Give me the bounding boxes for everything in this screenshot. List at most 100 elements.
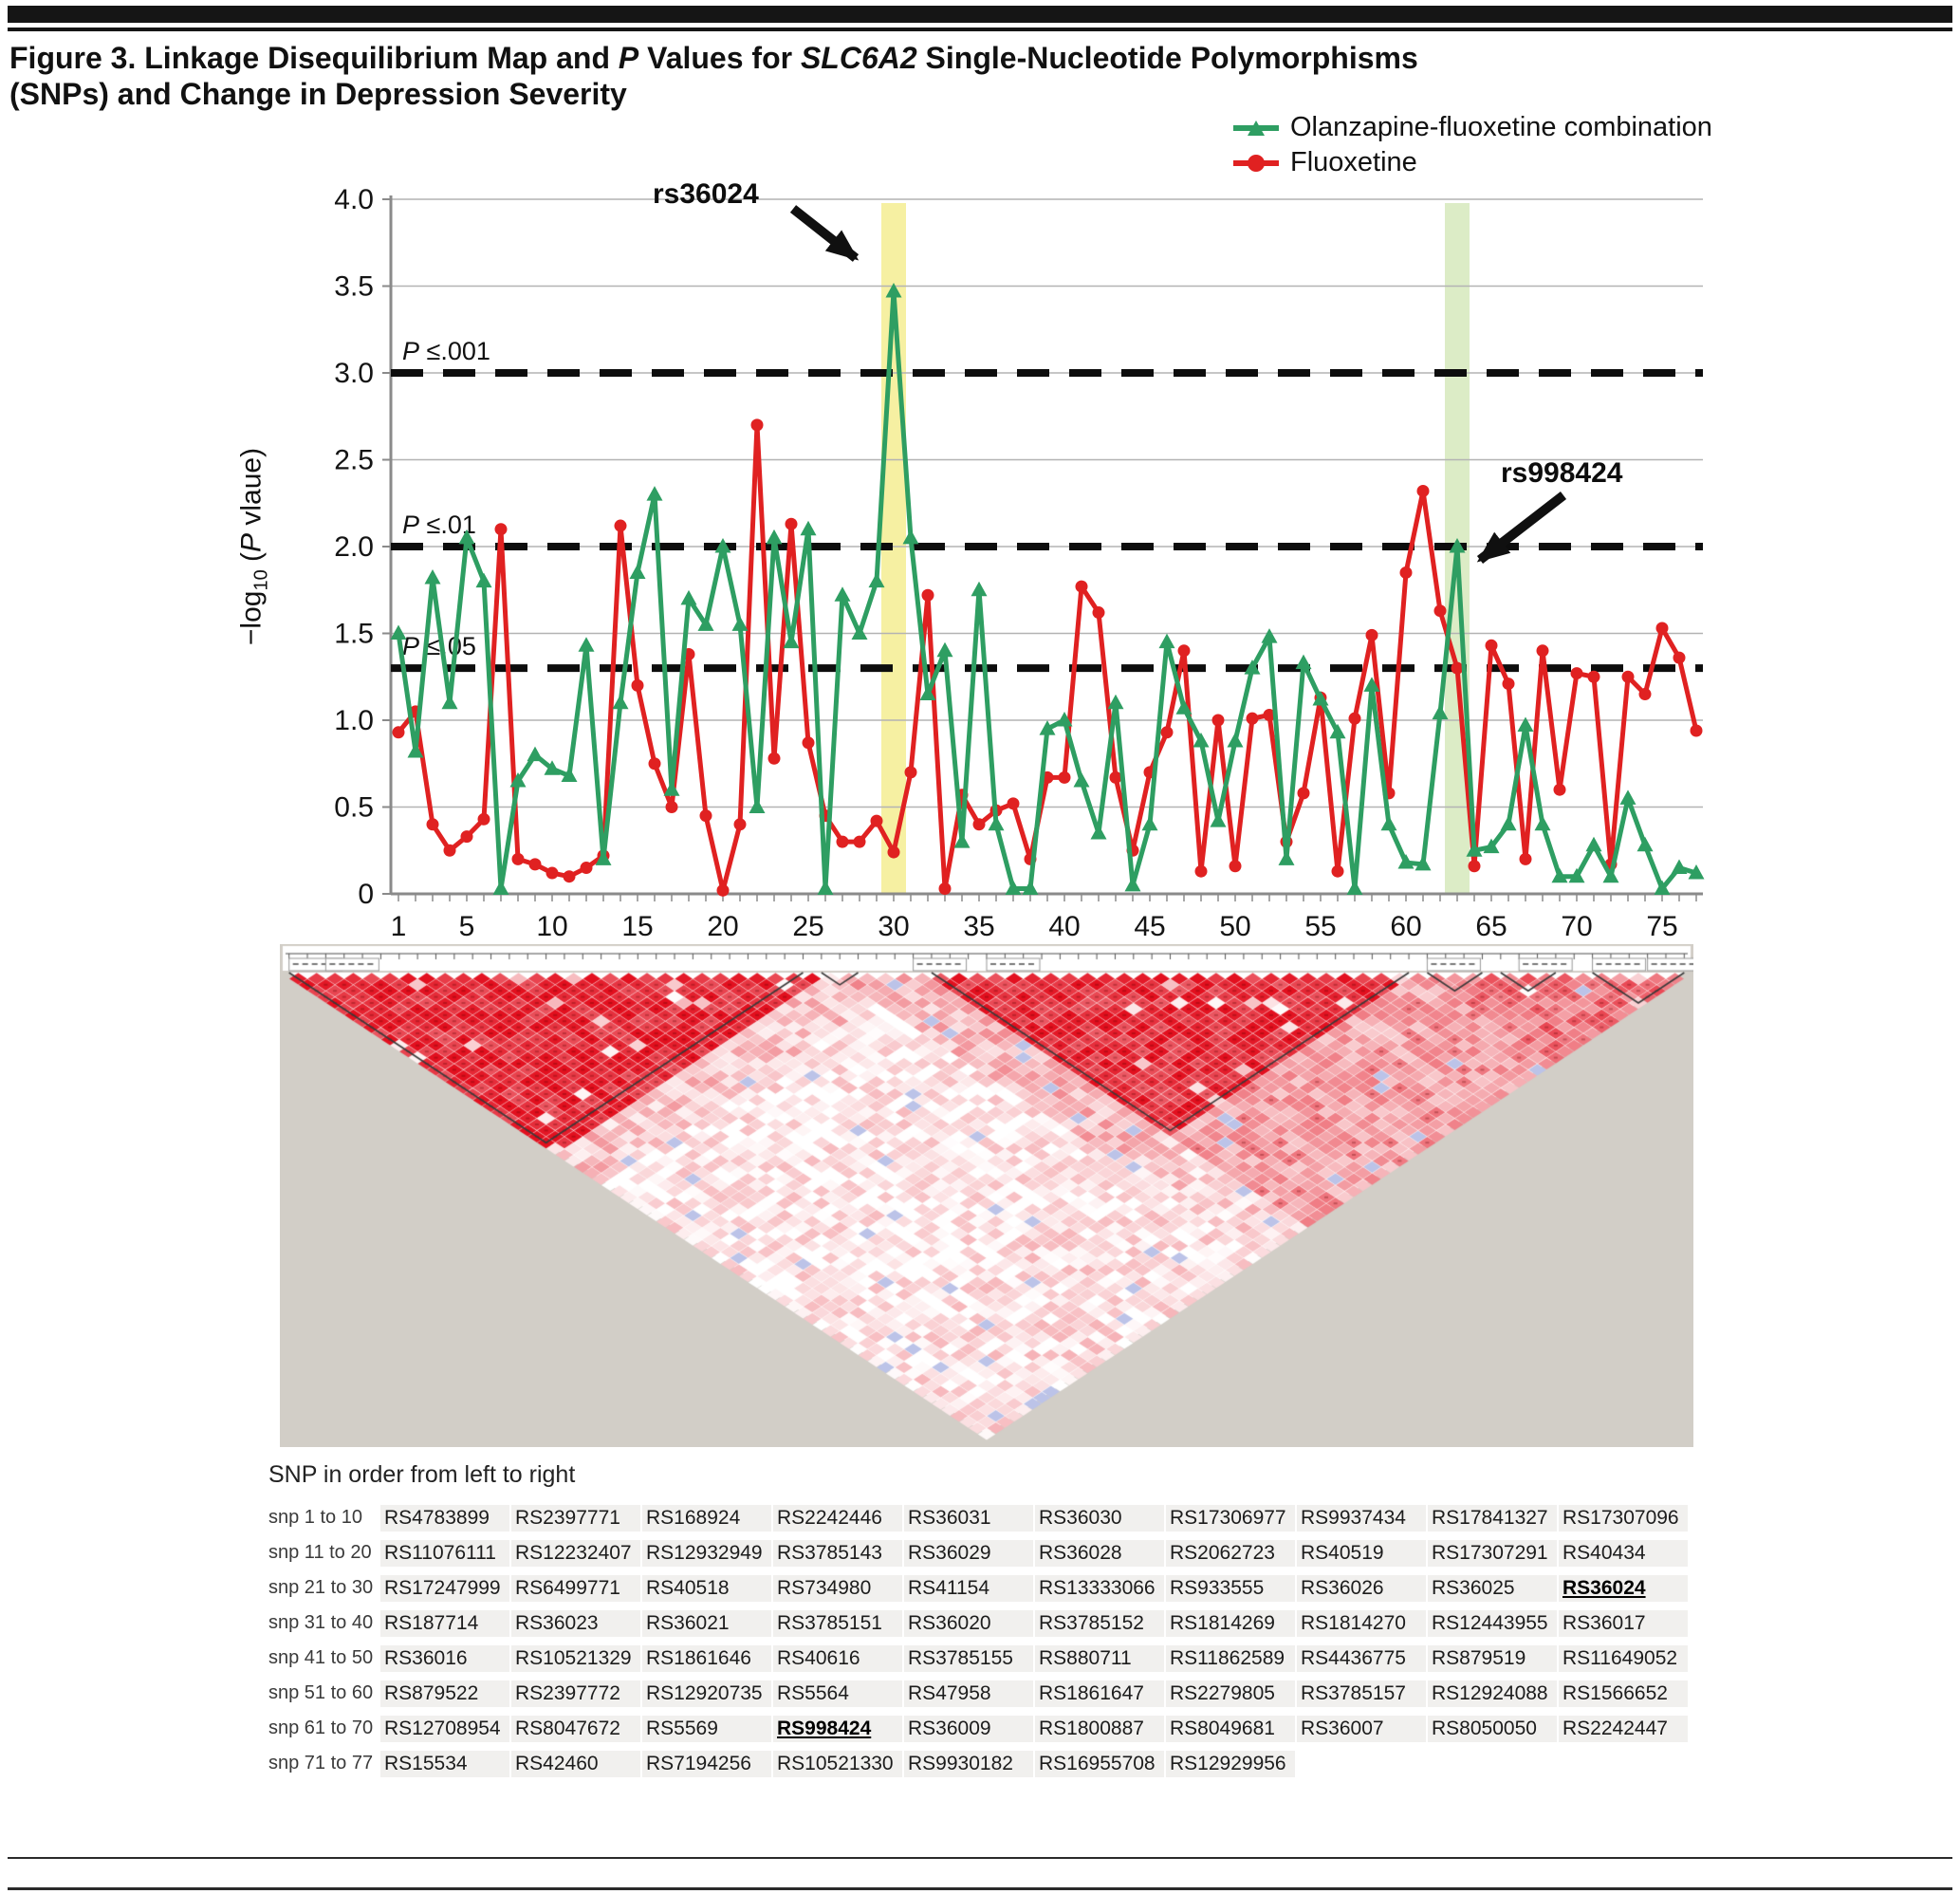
- data-point: [1056, 712, 1073, 727]
- data-point: [716, 883, 730, 897]
- snp-cell: RS12443955: [1428, 1609, 1557, 1637]
- snp-cell: RS36030: [1035, 1504, 1164, 1532]
- data-point: [1466, 842, 1483, 857]
- snp-table-row: snp 41 to 50 RS36016 RS10521329 RS1861646 RS…: [268, 1641, 1881, 1676]
- data-point: [972, 818, 986, 831]
- data-point: [1380, 815, 1397, 831]
- snp-cell: RS12232407: [511, 1539, 640, 1567]
- x-tick-label: 70: [1561, 911, 1592, 942]
- data-point: [1246, 712, 1259, 725]
- snp-row-label: snp 1 to 10: [268, 1507, 362, 1528]
- data-point: [426, 818, 439, 831]
- data-point: [1415, 855, 1432, 871]
- data-point: [1502, 678, 1515, 691]
- data-point: [971, 581, 988, 597]
- data-point: [1553, 783, 1566, 796]
- snp-cell: RS1814270: [1297, 1609, 1426, 1637]
- snp-cell: RS12924088: [1428, 1680, 1557, 1707]
- data-point: [1193, 732, 1210, 748]
- snp-cell: RS36031: [904, 1504, 1033, 1532]
- data-point: [1534, 815, 1551, 831]
- data-point: [887, 845, 900, 859]
- data-point: [1483, 838, 1500, 854]
- snp-cell: RS5569: [642, 1715, 771, 1742]
- snp-cell: RS36029: [904, 1539, 1033, 1567]
- snp-cell: RS8050050: [1428, 1715, 1557, 1742]
- data-point: [1039, 720, 1056, 735]
- snp-cell: RS41154: [904, 1574, 1033, 1602]
- top-rule-thin: [8, 28, 1952, 31]
- annotation-arrow-icon: [1476, 492, 1567, 564]
- data-point: [800, 520, 817, 536]
- snp-table-row: snp 61 to 70 RS12708954 RS8047672 RS5569 RS9…: [268, 1711, 1881, 1746]
- snp-cell: RS16955708: [1035, 1750, 1164, 1777]
- snp-row-label: snp 41 to 50: [268, 1647, 374, 1668]
- data-point: [988, 815, 1005, 831]
- annotation-rs36024: rs36024: [653, 178, 759, 210]
- data-point: [785, 517, 798, 530]
- x-tick-label: 20: [707, 911, 738, 942]
- data-point: [1432, 704, 1449, 720]
- snp-cell: RS1814269: [1166, 1609, 1295, 1637]
- data-point: [1346, 880, 1363, 896]
- data-point: [646, 486, 663, 501]
- snp-cell: RS17841327: [1428, 1504, 1557, 1532]
- data-point: [1551, 867, 1568, 883]
- data-point: [1568, 867, 1585, 883]
- data-point: [1177, 644, 1191, 658]
- data-point: [1451, 661, 1464, 675]
- data-point: [1261, 628, 1278, 643]
- title-segment: Single-Nucleotide Polymorphisms (SNPs) a…: [9, 41, 1418, 112]
- data-point: [1654, 880, 1671, 896]
- data-point: [1058, 771, 1071, 784]
- bottom-rule: [8, 1857, 1952, 1859]
- snp-cell: RS4783899: [380, 1504, 509, 1532]
- data-point: [1468, 860, 1481, 873]
- data-point: [851, 624, 868, 640]
- x-tick-label: 65: [1475, 911, 1507, 942]
- data-point: [1229, 860, 1242, 873]
- data-point: [458, 529, 475, 545]
- circle-marker-icon: [1233, 154, 1279, 172]
- page-title: Figure 3. Linkage Disequilibrium Map and…: [9, 40, 1508, 113]
- data-point: [1227, 732, 1244, 748]
- data-point: [1585, 836, 1602, 852]
- snp-cell: RS2397771: [511, 1504, 640, 1532]
- snp-cell: RS40519: [1297, 1539, 1426, 1567]
- data-point: [1500, 815, 1517, 831]
- snp-cell: RS6499771: [511, 1574, 640, 1602]
- x-tick-label: 40: [1048, 911, 1080, 942]
- snp-row-label: snp 71 to 77: [268, 1753, 374, 1773]
- data-point: [1244, 659, 1261, 675]
- title-segment: SLC6A2: [800, 41, 917, 75]
- data-point: [1312, 691, 1329, 706]
- snp-cell: RS933555: [1166, 1574, 1295, 1602]
- snp-cell: RS7194256: [642, 1750, 771, 1777]
- snp-cell: RS42460: [511, 1750, 640, 1777]
- snp-cell: RS36009: [904, 1715, 1033, 1742]
- snp-cell: RS2062723: [1166, 1539, 1295, 1567]
- data-point: [921, 588, 934, 602]
- data-point: [1329, 723, 1346, 739]
- snp-cell: RS40518: [642, 1574, 771, 1602]
- data-point: [680, 589, 697, 605]
- snp-cell: RS9937434: [1297, 1504, 1426, 1532]
- annotation-rs998424: rs998424: [1501, 457, 1623, 489]
- data-point: [1109, 771, 1122, 784]
- data-point: [1688, 864, 1705, 880]
- bottom-edge-rule: [8, 1887, 1952, 1890]
- snp-row-label: snp 61 to 70: [268, 1718, 374, 1738]
- triangle-marker-icon: [1233, 120, 1279, 136]
- snp-table-row: snp 31 to 40 RS187714 RS36023 RS36021 RS3785…: [268, 1606, 1881, 1641]
- data-point: [1416, 484, 1430, 497]
- data-point: [902, 529, 919, 545]
- snp-table-row: snp 71 to 77 RS15534 RS42460 RS7194256 RS105…: [268, 1746, 1881, 1781]
- data-point: [527, 746, 544, 762]
- x-tick-label: 10: [536, 911, 567, 942]
- data-point: [1210, 812, 1227, 827]
- data-point: [1365, 628, 1378, 641]
- data-point: [475, 572, 492, 588]
- data-point: [750, 418, 764, 432]
- data-point: [783, 633, 800, 649]
- data-point: [1638, 688, 1652, 701]
